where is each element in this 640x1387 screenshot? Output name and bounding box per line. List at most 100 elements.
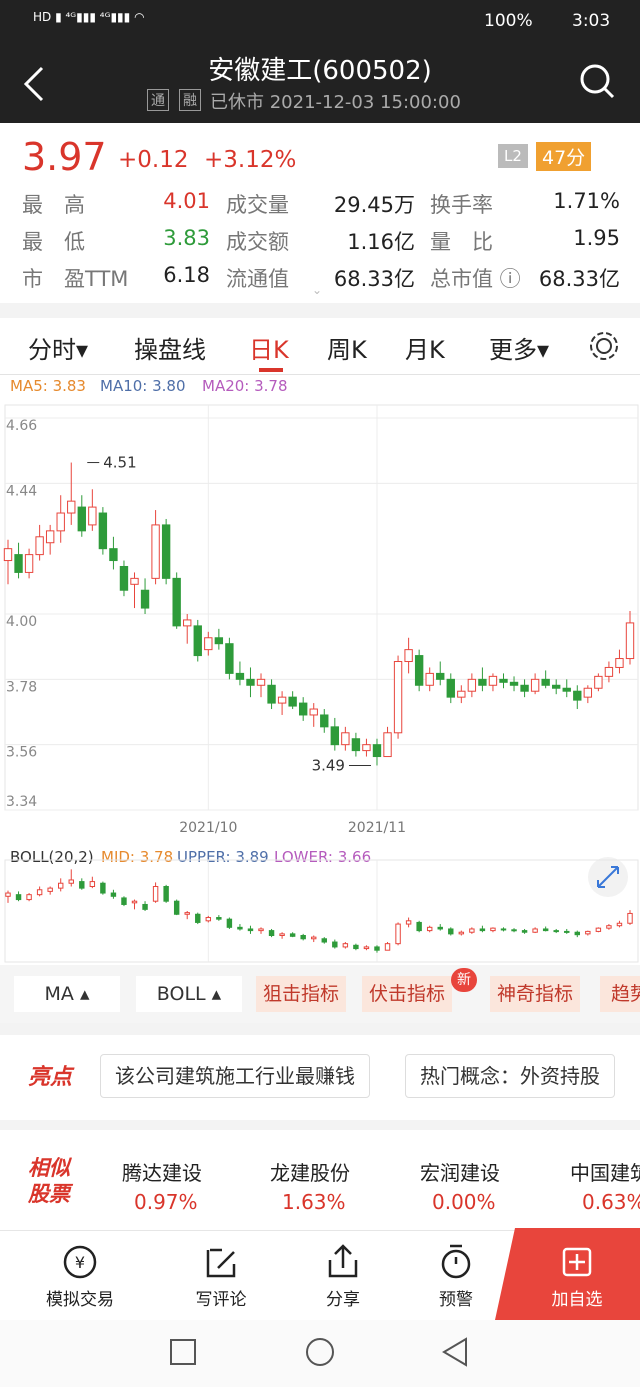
boll-candle-body <box>142 903 148 910</box>
nav-item[interactable]: 预警 <box>439 1290 473 1310</box>
highlight-chip[interactable]: 该公司建筑施工行业最赚钱 <box>100 1054 370 1098</box>
indicator-button[interactable]: 神奇指标 <box>490 976 580 1012</box>
boll-candle-body <box>521 930 528 933</box>
similar-name[interactable]: 龙建股份 <box>270 1161 350 1185</box>
tab[interactable]: 分时▾ <box>28 336 89 364</box>
candle-body <box>393 661 403 734</box>
indicator-button[interactable]: 趋势 <box>600 976 640 1012</box>
indicator-button[interactable]: 狙击指标 <box>256 976 346 1012</box>
candle-body <box>615 658 624 668</box>
nav-item[interactable]: 写评论 <box>195 1290 247 1310</box>
boll-candle-body <box>574 931 581 936</box>
boll-candle-body <box>448 928 454 935</box>
boll-candle-body <box>121 897 127 905</box>
boll-candle-body <box>15 894 22 901</box>
nav-item[interactable]: 分享 <box>326 1290 360 1310</box>
indicator-button[interactable]: MA ▴ <box>14 976 120 1012</box>
system-nav-icons[interactable] <box>0 1320 640 1387</box>
period-tabs: 分时▾ 操盘线 日K 周K 月K 更多▾ <box>0 318 640 375</box>
nav-item[interactable]: 模拟交易 <box>46 1290 114 1310</box>
candle-body <box>204 637 213 651</box>
boll-candle-body <box>226 918 233 928</box>
x-tick-label: 2021/10 <box>179 820 237 836</box>
boll-candle-body <box>595 927 602 932</box>
tab[interactable]: 日K <box>249 336 289 364</box>
quote-panel: 3.97 +0.12 +3.12% L2 47分 ⌄ 最 高 4.01 成交量 29.… <box>0 123 640 303</box>
candle-body <box>246 678 255 686</box>
tab[interactable]: 周K <box>327 336 367 364</box>
tag: 通 <box>147 89 169 111</box>
price: 3.97 <box>22 135 107 179</box>
y-tick-label: 3.78 <box>6 679 37 695</box>
candle-body <box>320 714 329 728</box>
boll-candle-body <box>374 946 380 951</box>
new-badge: 新 <box>451 968 477 992</box>
similar-stocks: 相似股票 <box>0 1130 640 1230</box>
candle-body <box>414 655 424 686</box>
ma-legend: MA20: 3.78 <box>202 377 288 395</box>
boll-candle-body <box>268 930 275 936</box>
boll-candle-body <box>437 926 443 930</box>
stat-value: 29.45万 <box>333 193 415 217</box>
tab[interactable]: 操盘线 <box>134 336 206 364</box>
boll-candle-body <box>184 912 190 915</box>
candle-body <box>77 506 86 532</box>
nav-item[interactable]: 加自选 <box>551 1290 603 1310</box>
y-tick-label: 4.00 <box>6 614 37 630</box>
settings-button[interactable] <box>588 330 620 362</box>
boll-candle-body <box>363 946 370 950</box>
candle-body <box>45 530 55 544</box>
boll-candle-body <box>258 928 264 932</box>
low-label: 3.49 <box>312 756 345 774</box>
y-tick-label: 3.56 <box>6 745 37 761</box>
tab[interactable]: 更多▾ <box>489 336 550 364</box>
indicator-button[interactable]: BOLL ▴ <box>136 976 242 1012</box>
candle-body <box>130 577 139 585</box>
level-badge[interactable]: L2 <box>498 144 528 168</box>
candle-body <box>330 726 340 746</box>
system-nav <box>0 1320 640 1387</box>
chart-panel: MA5: 3.83 MA10: 3.80 MA20: 3.78 BOLL(20,… <box>0 375 640 965</box>
stat-value: 3.83 <box>163 226 210 250</box>
candle-body <box>267 684 276 704</box>
tab[interactable]: 月K <box>405 336 445 364</box>
indicator-button[interactable]: 伏击指标 <box>362 976 452 1012</box>
score-badge[interactable]: 47分 <box>536 142 592 171</box>
candle-body <box>341 732 350 746</box>
stat-value: 6.18 <box>163 263 210 287</box>
market-status: 已休市 2021-12-03 15:00:00 <box>210 92 461 113</box>
search-button[interactable] <box>578 62 618 102</box>
boll-candle-body <box>564 930 570 933</box>
similar-name[interactable]: 中国建筑 <box>570 1161 640 1185</box>
stat-label: 最 高 <box>22 193 85 217</box>
candle-body <box>604 666 614 677</box>
back-button[interactable] <box>22 66 46 102</box>
ma-legend: MA10: 3.80 <box>100 377 186 395</box>
candle-body <box>214 637 224 645</box>
boll-legend: UPPER: 3.89 <box>177 848 269 866</box>
similar-change[interactable]: 1.63% <box>282 1190 346 1214</box>
candle-body <box>298 702 308 716</box>
stat-label: 量 比 <box>430 230 493 254</box>
similar-name[interactable]: 宏润建设 <box>420 1161 500 1185</box>
candle-body <box>109 548 118 562</box>
y-tick-label: 4.44 <box>6 483 37 499</box>
boll-candle-body <box>469 928 475 933</box>
expand-arrow[interactable]: ⌄ <box>312 283 323 297</box>
candle-body <box>625 622 635 660</box>
fullscreen-icon <box>597 866 619 888</box>
boll-candle-body <box>26 894 32 901</box>
similar-change[interactable]: 0.00% <box>432 1190 496 1214</box>
similar-name[interactable]: 腾达建设 <box>122 1161 202 1185</box>
highlight-chip[interactable]: 热门概念：外资持股 <box>405 1054 615 1098</box>
candle-body <box>35 536 44 556</box>
boll-candle-body <box>47 887 53 892</box>
candle-body <box>309 708 318 716</box>
similar-change[interactable]: 0.63% <box>582 1190 640 1214</box>
boll-candle-body <box>163 886 169 902</box>
candle-body <box>161 524 171 579</box>
candle-body <box>562 687 571 692</box>
boll-legend: MID: 3.78 <box>101 848 173 866</box>
similar-change[interactable]: 0.97% <box>134 1190 198 1214</box>
similar-label: 相似股票 <box>28 1156 70 1206</box>
